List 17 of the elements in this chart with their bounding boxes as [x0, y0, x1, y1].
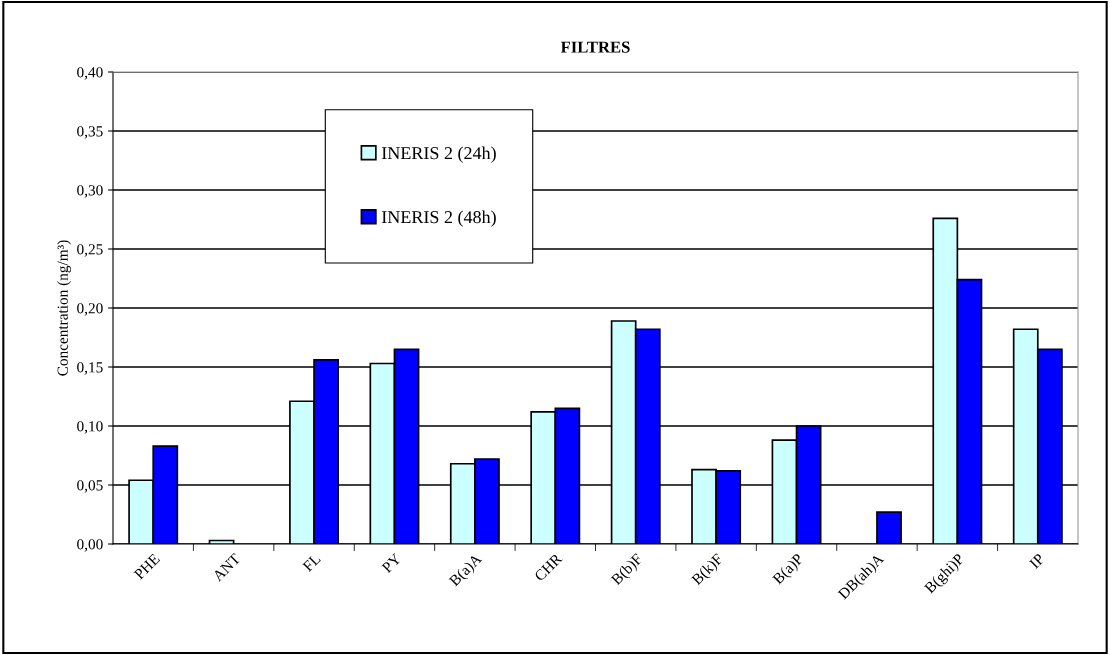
y-tick-label: 0,20 [77, 303, 103, 316]
chart-title: FILTRES [560, 41, 630, 53]
legend-label: INERIS 2 (24h) [381, 146, 496, 163]
legend-label: INERIS 2 (48h) [381, 210, 496, 227]
y-tick-label: 0,15 [77, 362, 103, 375]
y-tick-label: 0,00 [77, 539, 103, 552]
x-tick-label: PY [381, 553, 402, 574]
y-tick-label: 0,25 [77, 244, 103, 257]
y-tick-label: 0,30 [77, 185, 103, 198]
x-tick-label: CHR [533, 552, 563, 582]
y-tick-label: 0,05 [77, 480, 103, 493]
x-tick-label: IP [1029, 553, 1045, 570]
y-tick-label: 0,40 [77, 67, 103, 80]
y-tick-label: 0,35 [77, 126, 103, 139]
x-tick-label: FL [302, 553, 321, 573]
y-tick-label: 0,10 [77, 421, 103, 434]
y-axis-title: Concentration (ng/m³) [57, 240, 71, 376]
